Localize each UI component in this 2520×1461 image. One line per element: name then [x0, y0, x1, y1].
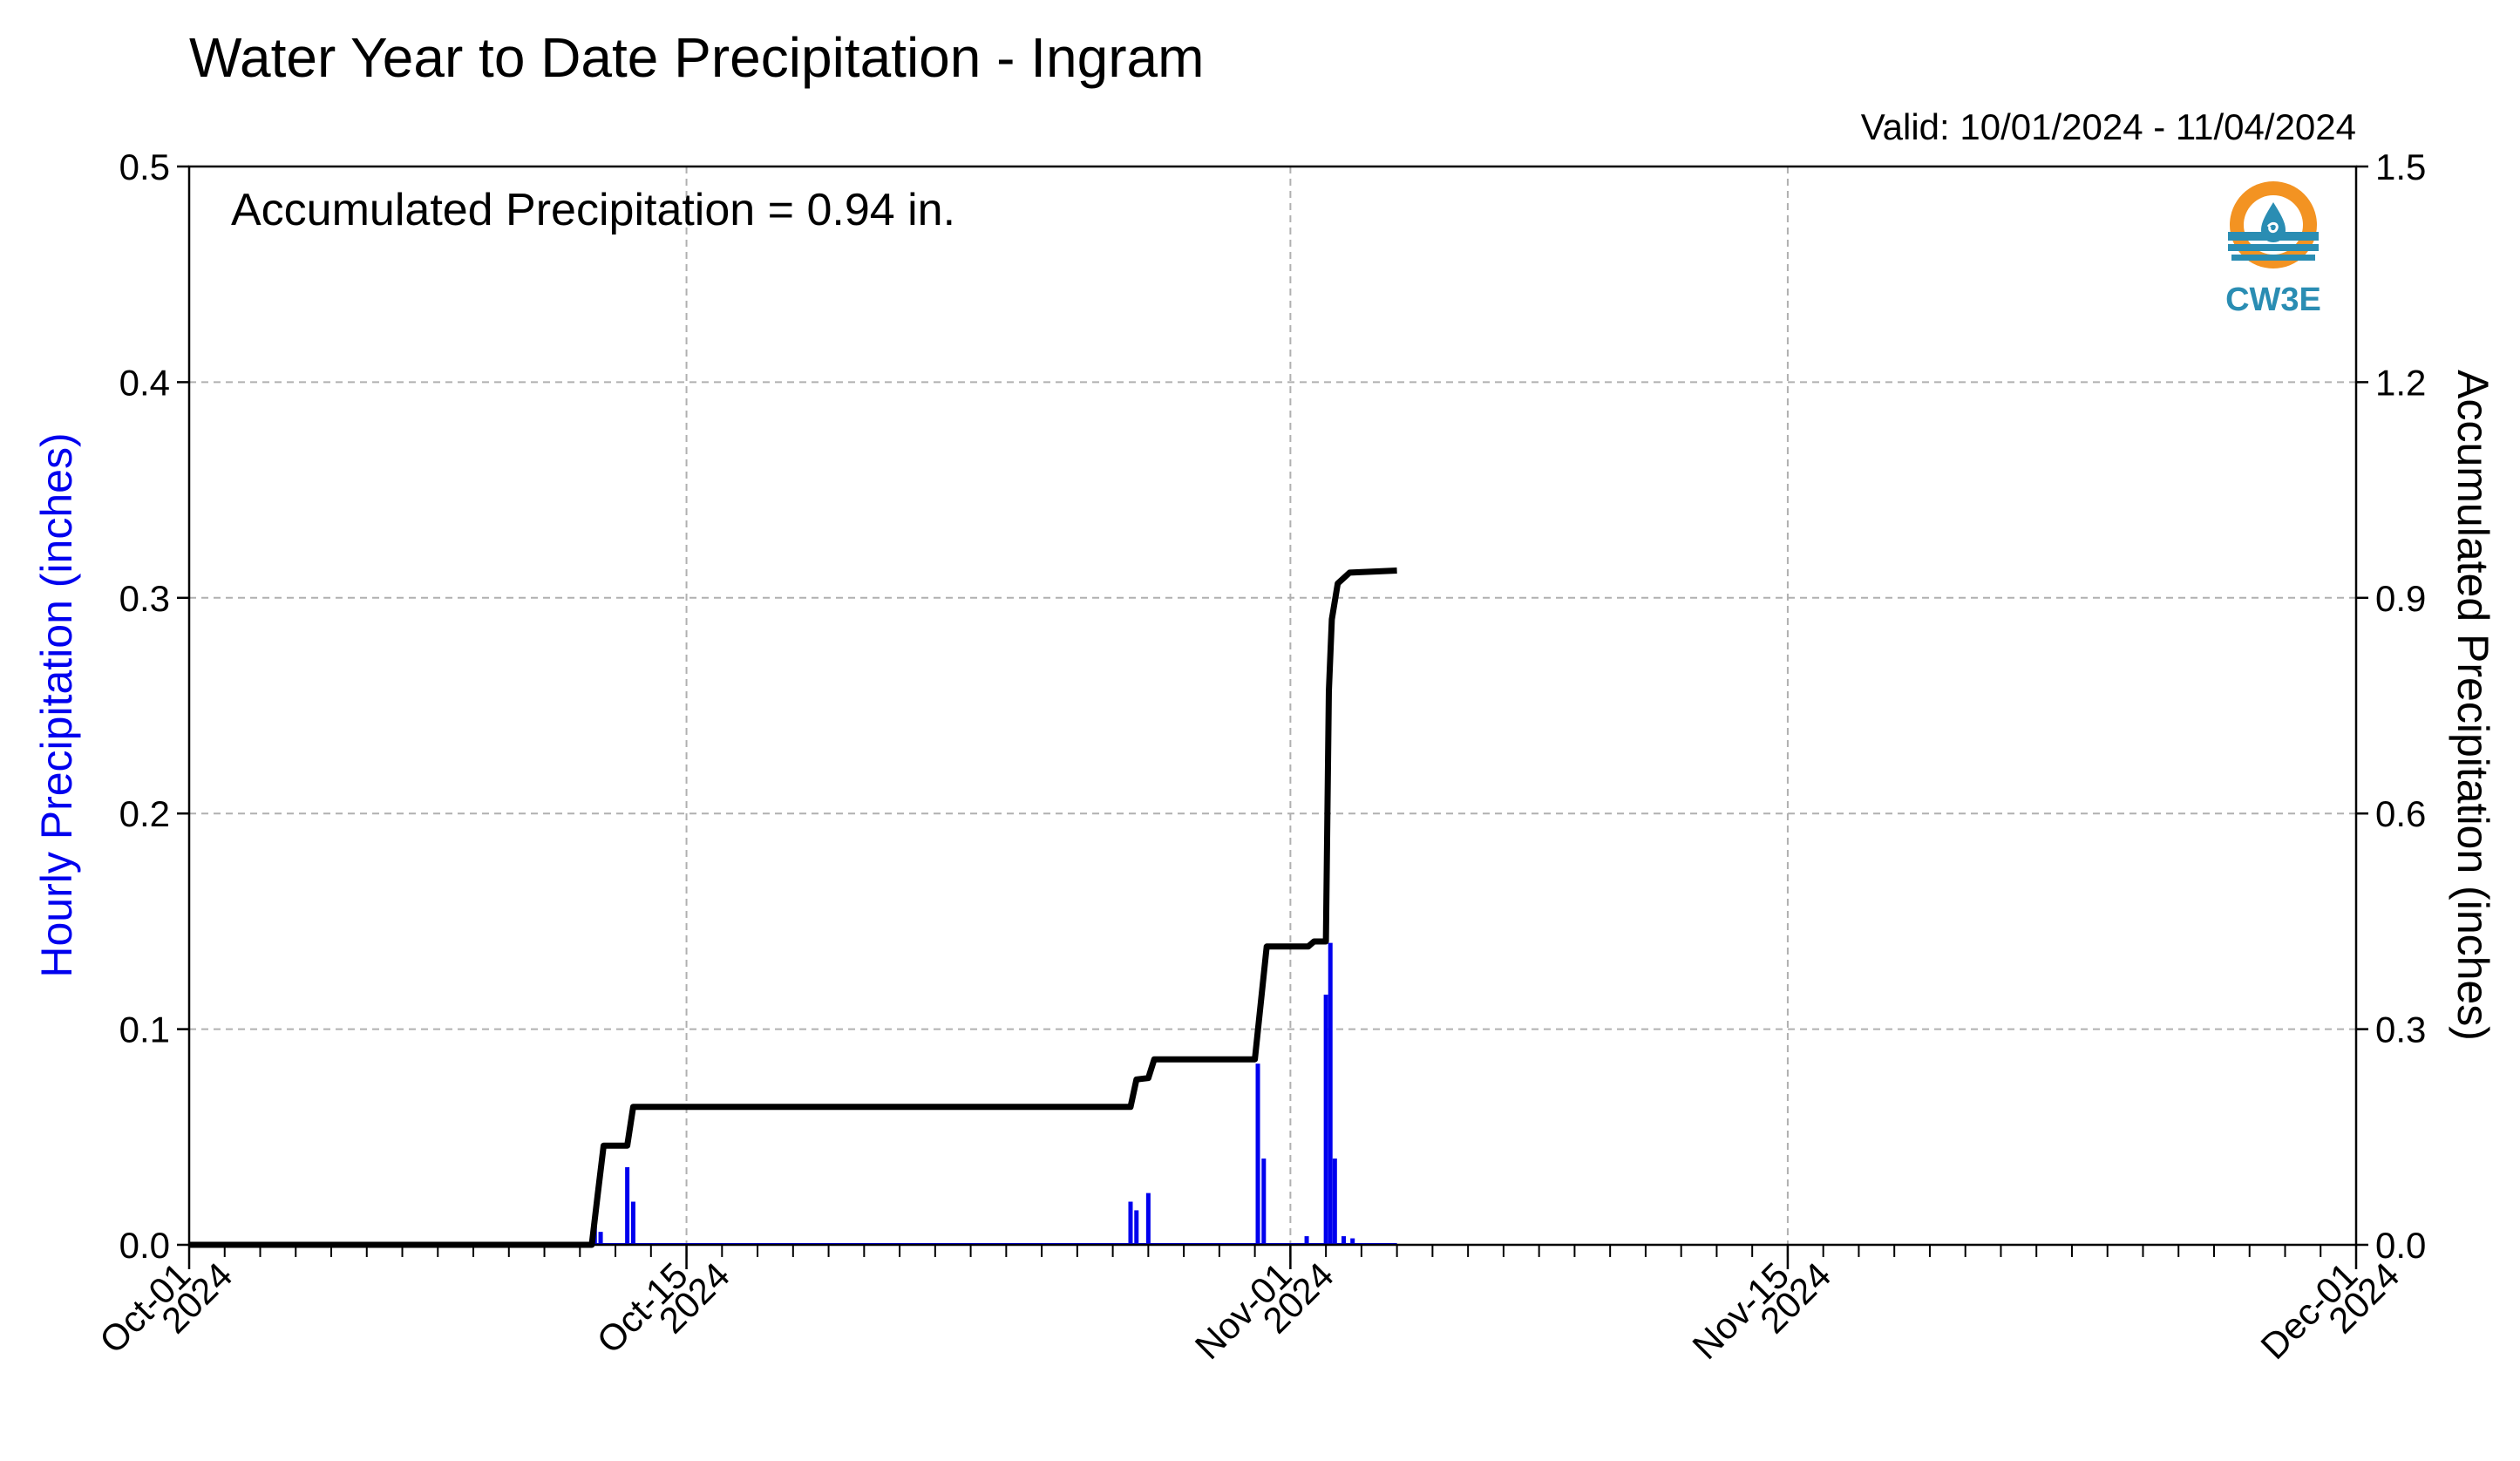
hourly-bar: [1261, 1159, 1267, 1245]
hourly-bar: [1134, 1210, 1139, 1245]
hourly-bar: [625, 1166, 630, 1245]
y-tick-label-right: 0.9: [2375, 578, 2426, 619]
logo-water-band-3: [2231, 255, 2315, 261]
y-tick-label-right: 0.3: [2375, 1009, 2426, 1050]
y-tick-label-right: 0.0: [2375, 1225, 2426, 1266]
hourly-bar: [1328, 942, 1333, 1245]
hourly-bar: [1128, 1201, 1133, 1245]
y-tick-label-right: 0.6: [2375, 793, 2426, 834]
chart-title: Water Year to Date Precipitation - Ingra…: [189, 26, 1204, 89]
y-tick-label-left: 0.3: [119, 578, 170, 619]
hourly-bar: [1342, 1236, 1347, 1245]
logo-water-band-2: [2228, 244, 2319, 251]
plot-frame: [187, 165, 2358, 1247]
y-tick-label-left: 0.0: [119, 1225, 170, 1266]
y-axis-label-left: Hourly Precipitation (inches): [32, 432, 81, 977]
hourly-bar: [1350, 1238, 1355, 1245]
logo-swirl-icon: [2266, 221, 2279, 234]
y-tick-label-right: 1.2: [2375, 362, 2426, 403]
y-axis-label-right: Accumulated Precipitation (inches): [2449, 370, 2497, 1041]
hourly-bar: [1304, 1236, 1309, 1245]
logo-text: CW3E: [2225, 282, 2321, 318]
hourly-bar: [1255, 1063, 1260, 1245]
y-tick-label-left: 0.2: [119, 793, 170, 834]
accumulated-annotation: Accumulated Precipitation = 0.94 in.: [231, 185, 955, 235]
cw3e-logo: CW3E: [2225, 181, 2321, 318]
hourly-bar: [598, 1232, 603, 1245]
accumulated-line: [189, 567, 1397, 1248]
hourly-bar: [1332, 1159, 1337, 1245]
y-tick-label-left: 0.4: [119, 362, 170, 403]
hourly-bar: [630, 1201, 635, 1245]
y-tick-label-left: 0.5: [119, 146, 170, 187]
valid-date-range: Valid: 10/01/2024 - 11/04/2024: [1861, 106, 2356, 147]
hourly-bar: [1323, 995, 1328, 1245]
y-tick-label-left: 0.1: [119, 1009, 170, 1050]
y-tick-label-right: 1.5: [2375, 146, 2426, 187]
grid-lines: [189, 166, 2356, 1245]
accumulated-precip-line: [189, 567, 1397, 1248]
hourly-bar: [1145, 1193, 1151, 1245]
